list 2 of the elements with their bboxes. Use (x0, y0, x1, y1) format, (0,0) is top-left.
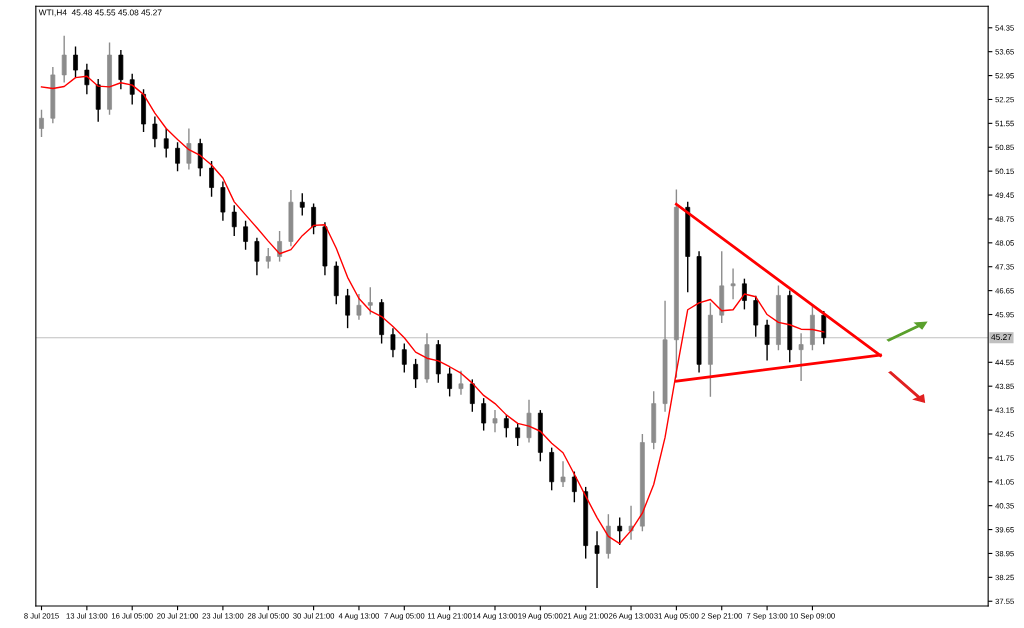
chart-title: WTI,H4 45.48 45.55 45.08 45.27 (38, 9, 162, 17)
ref-line-label: 45.27 (991, 334, 1012, 340)
